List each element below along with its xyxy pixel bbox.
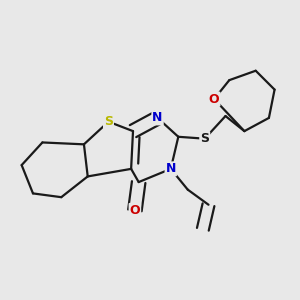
Text: S: S: [200, 132, 209, 145]
Text: O: O: [130, 204, 140, 217]
Text: O: O: [209, 92, 220, 106]
Text: N: N: [152, 111, 163, 124]
Text: S: S: [104, 115, 113, 128]
Text: N: N: [166, 162, 176, 176]
